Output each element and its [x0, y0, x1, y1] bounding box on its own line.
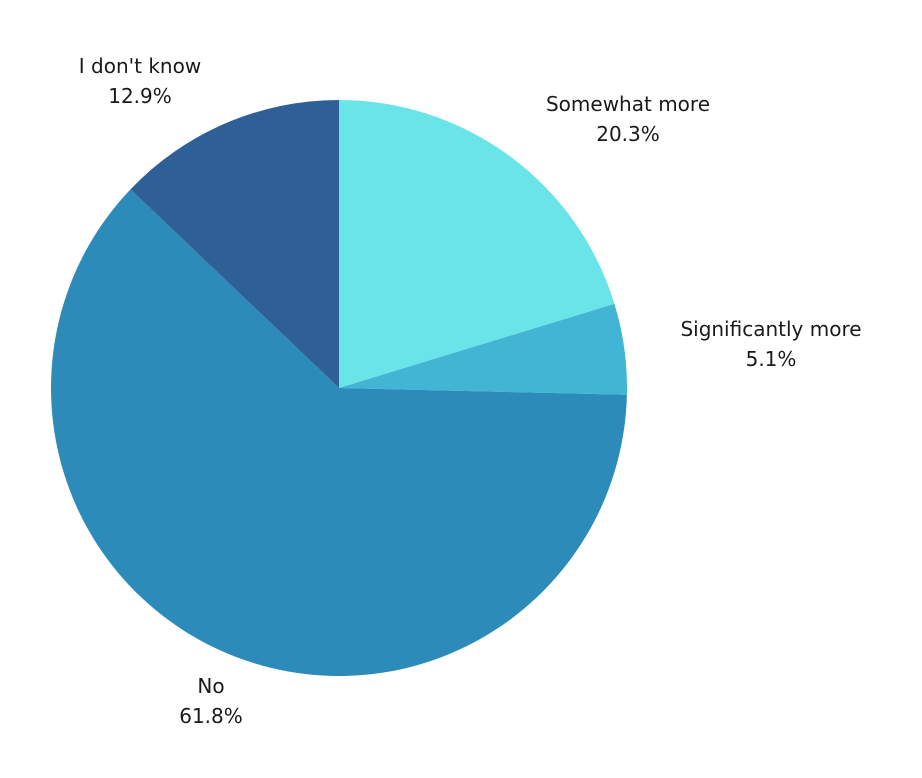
pie-slices: [50, 100, 628, 677]
pie-slice-significantly-more: [339, 303, 628, 395]
slice-label-i-don-t-know: I don't know: [79, 54, 201, 78]
slice-value-significantly-more: 5.1%: [746, 347, 797, 371]
slice-label-no: No: [197, 674, 224, 698]
pie-slice-somewhat-more: [339, 100, 615, 388]
slice-value-somewhat-more: 20.3%: [596, 122, 660, 146]
slice-label-somewhat-more: Somewhat more: [546, 92, 710, 116]
pie-slice-i-don-t-know: [130, 100, 339, 388]
pie-slice-no: [50, 189, 627, 677]
slice-value-i-don-t-know: 12.9%: [108, 84, 172, 108]
pie-labels: Somewhat more 20.3% Significantly more 5.1%…: [79, 54, 862, 728]
slice-label-significantly-more: Significantly more: [680, 317, 861, 341]
slice-value-no: 61.8%: [179, 704, 243, 728]
